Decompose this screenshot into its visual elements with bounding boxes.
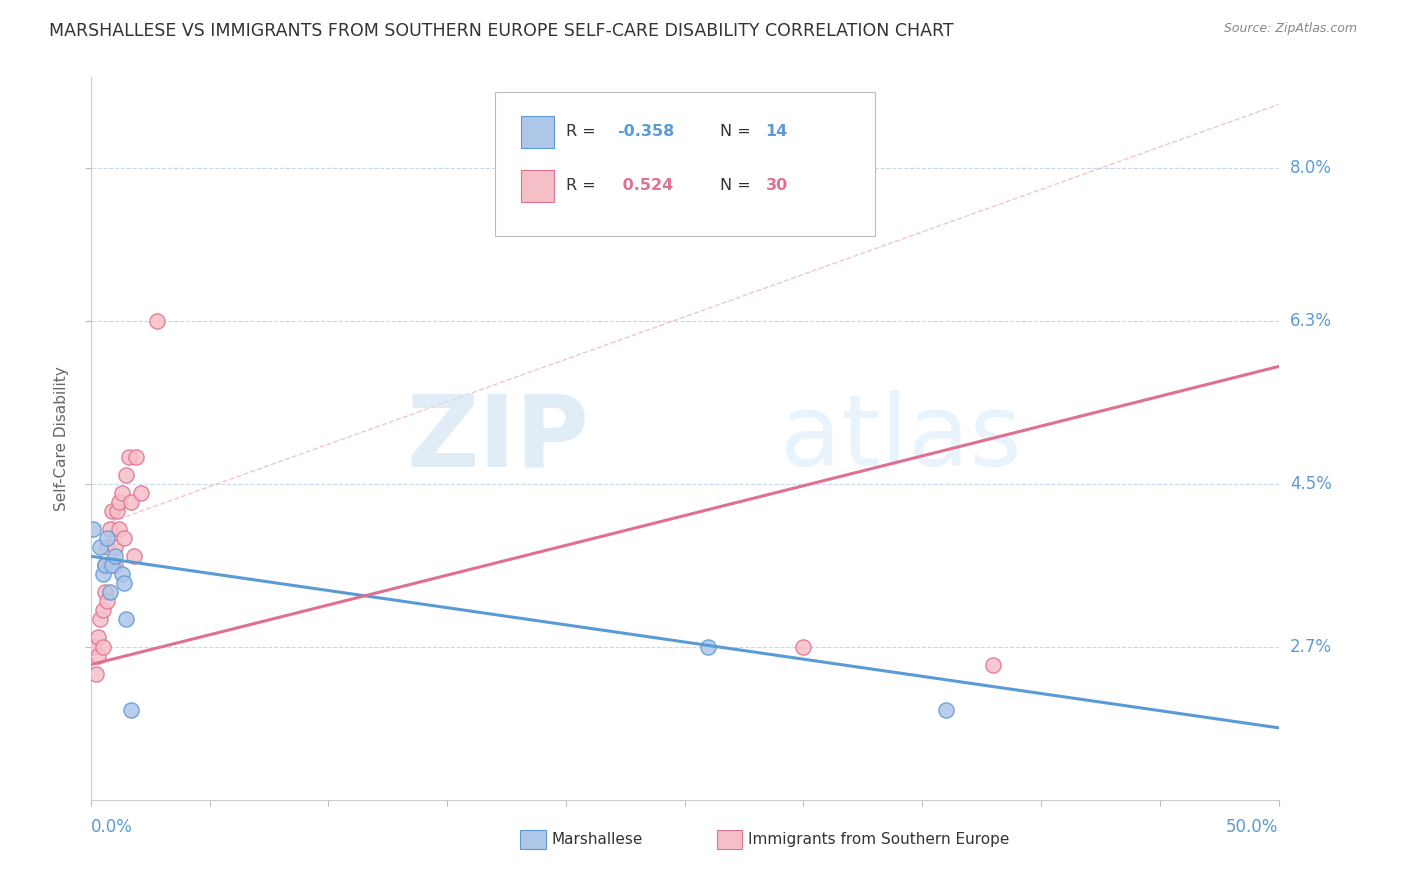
Text: 6.3%: 6.3% [1289,312,1331,330]
Point [111,486,134,500]
Point [111,567,134,582]
Text: N =: N = [720,124,756,139]
Point [105,504,128,518]
Point [983,657,1005,672]
Text: Immigrants from Southern Europe: Immigrants from Southern Europe [748,832,1010,847]
Text: MARSHALLESE VS IMMIGRANTS FROM SOUTHERN EUROPE SELF-CARE DISABILITY CORRELATION : MARSHALLESE VS IMMIGRANTS FROM SOUTHERN … [49,22,953,40]
Point [104,558,127,573]
Point [118,450,141,464]
Point [87,648,110,663]
Point [120,495,142,509]
Point [96,540,118,554]
Point [98,558,121,573]
Point [112,576,135,591]
FancyBboxPatch shape [495,92,875,236]
Point [101,558,124,573]
Point [120,703,142,717]
Point [96,531,118,545]
Point [115,467,138,482]
Text: 30: 30 [765,178,787,194]
Text: R =: R = [567,124,600,139]
Point [82,522,104,536]
Point [82,640,104,654]
Point [96,594,118,608]
Point [94,558,117,573]
Point [125,450,148,464]
Point [89,540,111,554]
Text: 14: 14 [765,124,787,139]
Point [91,603,114,617]
Point [792,640,814,654]
Point [112,531,135,545]
FancyBboxPatch shape [520,170,554,202]
Text: 0.0%: 0.0% [91,818,132,836]
Point [108,522,131,536]
Point [94,558,117,573]
Text: Source: ZipAtlas.com: Source: ZipAtlas.com [1223,22,1357,36]
Text: 8.0%: 8.0% [1289,159,1331,177]
Text: atlas: atlas [780,391,1021,487]
Point [89,612,111,626]
Point [108,495,131,509]
Point [122,549,145,564]
Point [91,640,114,654]
Point [84,666,107,681]
Point [104,549,127,564]
Point [98,585,121,599]
Text: N =: N = [720,178,756,194]
Point [94,585,117,599]
Point [98,522,121,536]
Text: 0.524: 0.524 [617,178,673,194]
Point [129,486,152,500]
Point [697,640,720,654]
Point [935,703,957,717]
FancyBboxPatch shape [520,116,554,147]
Point [104,540,127,554]
Text: -0.358: -0.358 [617,124,675,139]
Text: 4.5%: 4.5% [1289,475,1331,493]
Text: ZIP: ZIP [406,391,589,487]
Point [87,631,110,645]
Point [91,567,114,582]
Text: 50.0%: 50.0% [1226,818,1278,836]
Point [101,504,124,518]
Point [115,612,138,626]
Text: R =: R = [567,178,600,194]
Point [146,314,169,328]
Y-axis label: Self-Care Disability: Self-Care Disability [55,367,69,511]
Text: 2.7%: 2.7% [1289,638,1331,656]
Text: Marshallese: Marshallese [551,832,643,847]
